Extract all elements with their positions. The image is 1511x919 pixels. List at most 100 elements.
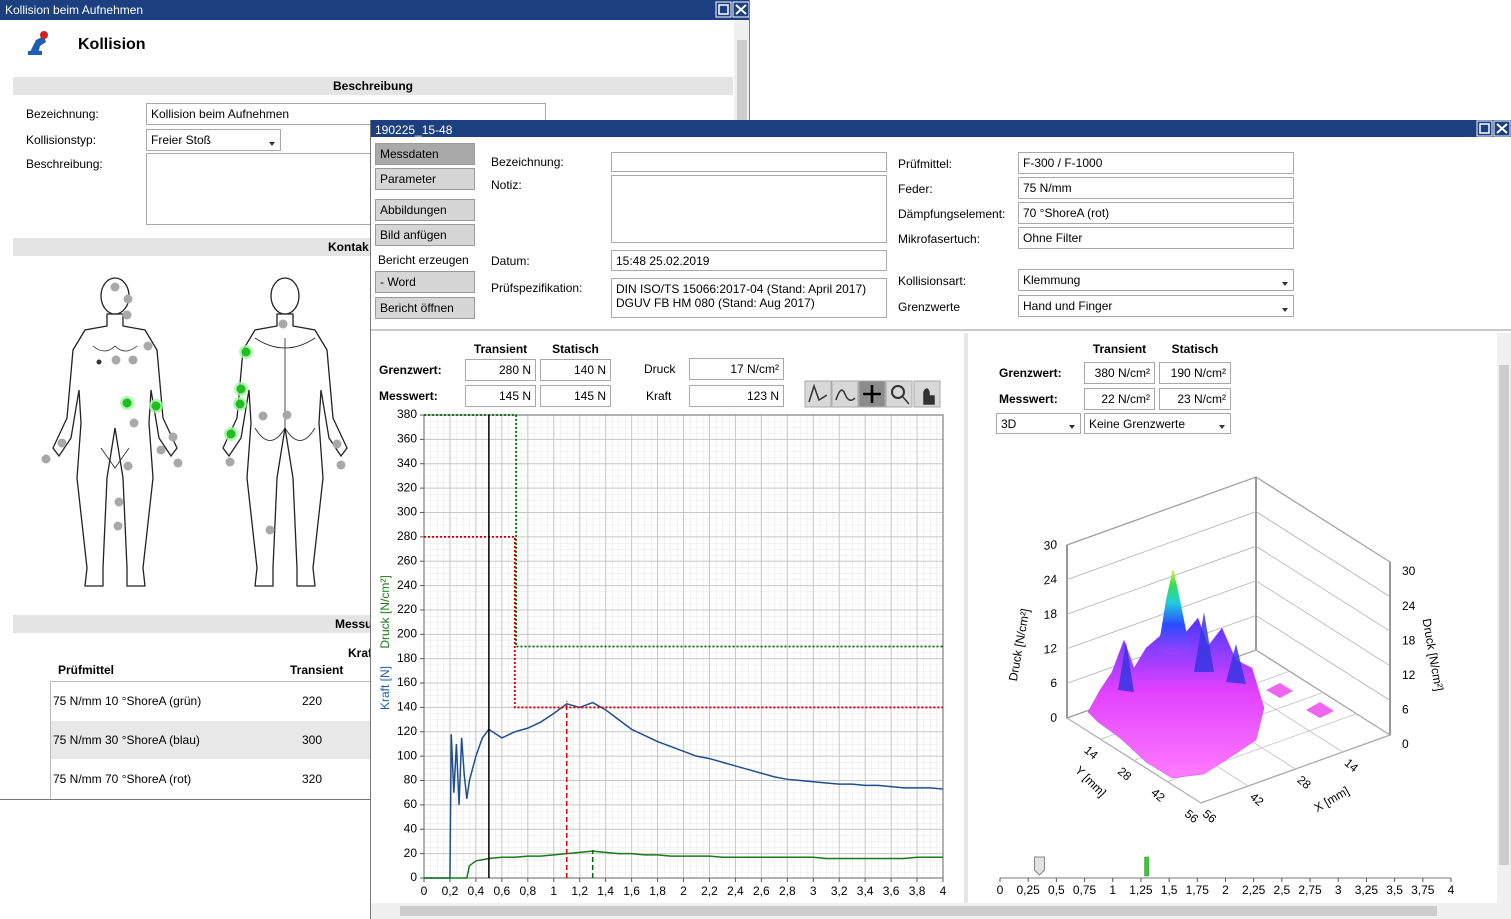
panel-divider [964, 333, 968, 903]
slider-tick-label: 3,25 [1355, 883, 1379, 897]
contact-point-active [152, 402, 161, 411]
table-cell: 75 N/mm 70 °ShoreA (rot) [53, 772, 191, 786]
slider-tick-label: 0 [997, 883, 1004, 897]
contact-point [58, 439, 67, 448]
section-title: Kontak [328, 238, 369, 256]
z-tick-label: 24 [1402, 599, 1416, 613]
y-tick-label: 0 [410, 870, 417, 884]
z-tick-label: 6 [1402, 703, 1409, 717]
value-field: 23 N/cm² [1159, 388, 1231, 410]
table-cell: 75 N/mm 10 °ShoreA (grün) [53, 694, 201, 708]
window-title: 190225_15-48 [375, 123, 452, 137]
nav-button[interactable]: - Word [375, 271, 475, 293]
x-tick-label: 28 [1294, 773, 1313, 793]
text-input[interactable]: DIN ISO/TS 15066:2017-04 (Stand: April 2… [611, 278, 887, 318]
contact-point [124, 462, 133, 471]
z-tick-label: 18 [1402, 633, 1416, 647]
value-label: Kraft [646, 389, 671, 403]
y-tick-label: 340 [397, 456, 417, 470]
nav-button[interactable]: Messdaten [375, 143, 475, 165]
table-cell: 75 N/mm 30 °ShoreA (blau) [53, 733, 200, 747]
x-tick-label: 2 [680, 884, 687, 898]
scrollbar-thumb [1499, 365, 1509, 865]
y-tick-label: 160 [397, 675, 417, 689]
z-tick-label: 30 [1044, 537, 1058, 553]
y-axis-label: Kraft [N] [378, 666, 392, 710]
y-tick-label: 80 [404, 773, 418, 787]
table-header: Prüfmittel [58, 663, 114, 677]
value-field: 280 N [465, 359, 536, 381]
contact-point [266, 526, 275, 535]
z-tick-label: 30 [1402, 564, 1416, 578]
x-tick-label: 56 [1200, 807, 1219, 827]
dropdown[interactable]: 3D [996, 413, 1081, 434]
text-input[interactable]: 70 °ShoreA (rot) [1018, 202, 1294, 224]
x-tick-label: 0,8 [519, 884, 536, 898]
value-field: 145 N [540, 385, 611, 407]
x-tick-label: 2,6 [753, 884, 770, 898]
x-tick-label: 3,4 [857, 884, 874, 898]
slider-tick-label: 1,25 [1129, 883, 1153, 897]
y-tick-label: 200 [397, 626, 417, 640]
y-axis-label: Y [mm] [1072, 763, 1109, 800]
contact-point [129, 356, 138, 365]
slider-tick-label: 1,75 [1186, 883, 1210, 897]
z-tick-label: 12 [1402, 668, 1416, 682]
slider-marker [1145, 857, 1149, 876]
x-tick-label: 1,8 [649, 884, 666, 898]
dropdown[interactable]: Hand und Finger [1018, 295, 1294, 317]
label: Beschreibung: [26, 157, 103, 171]
y-tick-label: 320 [397, 480, 417, 494]
contact-point [114, 522, 123, 531]
measurement-window: 0204060801001201401601802002202402602803… [370, 120, 1511, 919]
contact-point [144, 342, 153, 351]
slider-thumb[interactable] [1034, 857, 1044, 875]
slider-tick-label: 2,5 [1274, 883, 1291, 897]
form-label: Grenzwerte [898, 300, 960, 314]
nav-button[interactable]: Bild anfügen [375, 224, 475, 246]
slider-tick-label: 0,25 [1017, 883, 1041, 897]
y-tick-label: 180 [397, 651, 417, 665]
text-input[interactable]: Ohne Filter [1018, 227, 1294, 249]
x-tick-label: 1,4 [597, 884, 614, 898]
x-tick-label: 1,6 [623, 884, 640, 898]
contact-point-active [236, 400, 245, 409]
form-label: Dämpfungselement: [898, 207, 1005, 221]
y-tick-label: 14 [1081, 743, 1100, 763]
text-input[interactable] [611, 152, 887, 172]
tool-button [805, 381, 831, 407]
x-tick-label: 0,4 [468, 884, 485, 898]
x-tick-label: 2,2 [701, 884, 718, 898]
row-label: Grenzwert: [379, 363, 442, 377]
value-field: 380 N/cm² [1084, 362, 1155, 384]
z-axis-label: Druck [N/cm²] [1420, 618, 1447, 693]
text-line: DIN ISO/TS 15066:2017-04 (Stand: April 2… [616, 282, 882, 296]
section-title: Messu [335, 615, 372, 633]
x-tick-label: 0 [421, 884, 428, 898]
contact-point-active [237, 385, 246, 394]
nav-button[interactable]: Parameter [375, 168, 475, 190]
form-label: Datum: [491, 254, 530, 268]
x-tick-label: 1,2 [571, 884, 588, 898]
heading: Kollision [78, 36, 146, 54]
x-tick-label: 3 [810, 884, 817, 898]
text-input[interactable] [611, 175, 887, 243]
grid-line [1067, 546, 1390, 631]
y-tick-label: 42 [1148, 785, 1167, 805]
slider-tick-label: 0,75 [1073, 883, 1097, 897]
nav-button[interactable]: Abbildungen [375, 199, 475, 221]
y-tick-label: 240 [397, 578, 417, 592]
label: Bezeichnung: [26, 107, 99, 121]
text-input[interactable]: F-300 / F-1000 [1018, 152, 1294, 174]
y-tick-label: 28 [1115, 764, 1134, 784]
dropdown[interactable]: Freier Stoß [146, 129, 281, 151]
column-header: Transient [1084, 342, 1155, 356]
grid-line [1067, 512, 1390, 597]
dropdown[interactable]: Klemmung [1018, 269, 1294, 291]
text-input[interactable]: 75 N/mm [1018, 177, 1294, 199]
text-input[interactable]: 15:48 25.02.2019 [611, 250, 887, 271]
nav-button[interactable]: Bericht öffnen [375, 297, 475, 319]
row-label: Grenzwert: [999, 366, 1062, 380]
dropdown[interactable]: Keine Grenzwerte [1084, 413, 1231, 434]
